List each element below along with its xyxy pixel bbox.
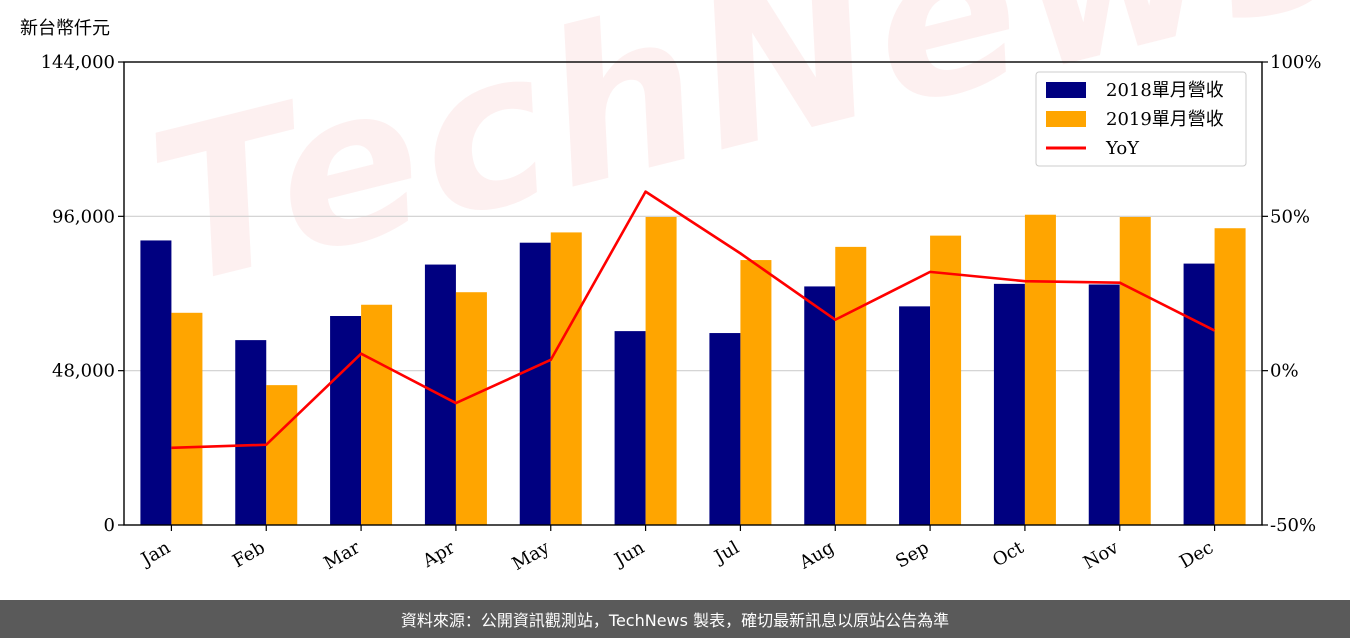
x-tick-label-aug: Aug <box>795 537 838 574</box>
bar-2018-oct <box>993 283 1025 525</box>
bar-2018-jun <box>614 331 646 525</box>
legend-swatch-0 <box>1046 82 1086 98</box>
x-tick-label-sep: Sep <box>892 537 932 572</box>
source-footer: 資料來源：公開資訊觀測站，TechNews 製表，確切最新訊息以原站公告為準 <box>0 600 1350 638</box>
bar-2018-jul <box>709 333 741 525</box>
x-tick-label-jul: Jul <box>709 537 743 569</box>
bar-2018-sep <box>899 306 931 525</box>
legend-label-0: 2018單月營收 <box>1106 80 1224 101</box>
x-tick-label-jan: Jan <box>136 537 174 571</box>
source-text: 資料來源：公開資訊觀測站，TechNews 製表，確切最新訊息以原站公告為準 <box>400 611 950 630</box>
legend: 2018單月營收 2019單月營收 YoY <box>1035 71 1247 167</box>
x-tick-label-feb: Feb <box>229 537 269 572</box>
bar-2018-nov <box>1088 284 1120 525</box>
right-tick-label: -50% <box>1270 515 1316 536</box>
bar-2019-feb <box>266 385 298 525</box>
left-tick-label: 48,000 <box>52 361 115 382</box>
bar-2018-mar <box>330 316 362 525</box>
bar-2019-sep <box>930 235 962 525</box>
bar-group <box>140 214 1246 526</box>
x-tick-label-mar: Mar <box>320 537 364 574</box>
bar-2019-oct <box>1024 214 1056 525</box>
x-tick-label-jun: Jun <box>610 537 649 572</box>
unit-label: 新台幣仟元 <box>20 18 110 39</box>
bar-2019-may <box>550 232 582 525</box>
gridlines <box>124 215 1262 372</box>
plot-frame <box>123 61 1263 526</box>
right-tick-label: 100% <box>1270 52 1321 73</box>
left-tick-label: 0 <box>104 515 115 536</box>
axes: 0 48,000 96,000 144,000 -50% 0% 50% 100% Jan Feb M… <box>41 52 1322 575</box>
bar-2019-aug <box>835 246 867 525</box>
bar-2018-dec <box>1183 263 1215 525</box>
x-tick-label-apr: Apr <box>418 537 458 572</box>
left-tick-label: 96,000 <box>52 206 115 227</box>
bar-2019-dec <box>1214 228 1246 525</box>
legend-swatch-1 <box>1046 111 1086 127</box>
bar-2018-may <box>519 242 551 525</box>
right-tick-label: 50% <box>1270 206 1310 227</box>
bar-2019-jul <box>740 260 772 525</box>
x-tick-label-dec: Dec <box>1176 537 1217 573</box>
bar-2019-apr <box>455 292 487 525</box>
yoy-line <box>171 190 1216 450</box>
right-tick-label: 0% <box>1270 361 1299 382</box>
left-tick-label: 144,000 <box>41 52 115 73</box>
legend-label-1: 2019單月營收 <box>1106 109 1224 130</box>
bar-2019-jun <box>645 216 677 526</box>
legend-box <box>1035 71 1247 167</box>
yoy-line-group <box>171 190 1216 450</box>
bar-2018-jan <box>140 240 172 525</box>
bar-2018-aug <box>804 286 836 525</box>
x-tick-label-oct: Oct <box>989 537 1028 572</box>
x-tick-label-nov: Nov <box>1080 537 1123 574</box>
revenue-chart: 新台幣仟元 0 48,000 96,000 144,000 -50% 0% 50% 100% J… <box>20 18 1322 575</box>
bar-2019-jan <box>171 312 203 525</box>
legend-label-2: YoY <box>1105 138 1140 159</box>
x-tick-label-may: May <box>509 537 554 575</box>
bar-2018-feb <box>235 340 267 525</box>
bar-2019-mar <box>361 304 393 525</box>
bar-2019-nov <box>1119 216 1151 526</box>
